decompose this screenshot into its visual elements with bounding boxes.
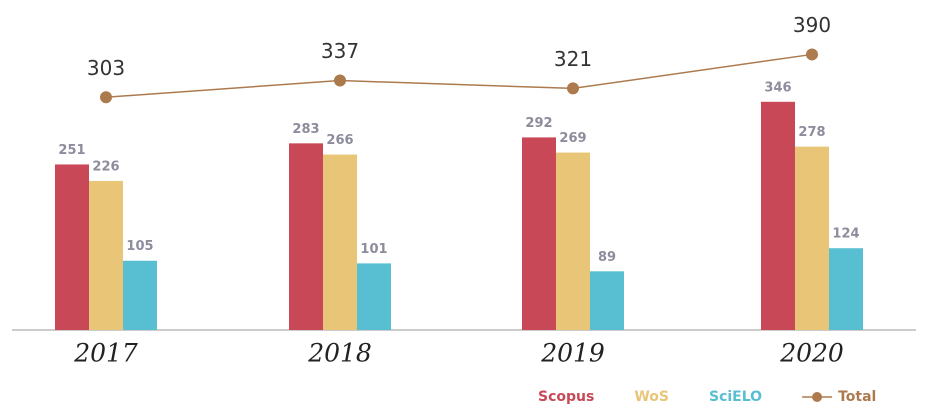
bar	[590, 271, 624, 330]
line-label: 321	[554, 47, 592, 71]
line-label: 303	[87, 56, 125, 80]
line-point	[806, 48, 818, 61]
bar	[123, 260, 157, 330]
bar	[323, 154, 357, 330]
value-label: 269	[559, 131, 586, 146]
line-label: 337	[321, 39, 359, 63]
bar	[761, 101, 795, 330]
value-label: 124	[832, 227, 859, 242]
legend-label: SciELO	[709, 389, 762, 405]
x-tick-label: 2018	[307, 339, 372, 368]
line-point	[334, 74, 346, 87]
bar	[829, 248, 863, 330]
value-label: 266	[326, 133, 353, 148]
x-tick-label: 2020	[779, 339, 844, 368]
bar	[795, 146, 829, 330]
value-label: 292	[525, 116, 552, 131]
bar	[522, 137, 556, 330]
legend-label: Scopus	[538, 389, 594, 405]
line-point	[100, 91, 112, 104]
legend-marker	[812, 392, 823, 402]
value-label: 283	[292, 122, 319, 137]
value-label: 105	[126, 239, 153, 254]
line	[105, 53, 813, 99]
value-label: 251	[58, 143, 85, 158]
x-tick-label: 2017	[73, 339, 138, 368]
value-label: 226	[92, 159, 119, 174]
bar	[556, 152, 590, 330]
legend-label: Total	[838, 389, 876, 405]
value-label: 278	[798, 125, 825, 140]
legend-label: WoS	[634, 389, 669, 405]
value-label: 346	[764, 80, 791, 95]
bar	[89, 180, 123, 330]
line-label: 390	[793, 13, 831, 37]
bar	[55, 164, 89, 330]
bar	[289, 143, 323, 330]
x-tick-label: 2019	[540, 339, 605, 368]
value-label: 89	[598, 250, 616, 265]
line-point	[567, 82, 579, 95]
value-label: 101	[360, 242, 387, 257]
bar	[357, 263, 391, 330]
